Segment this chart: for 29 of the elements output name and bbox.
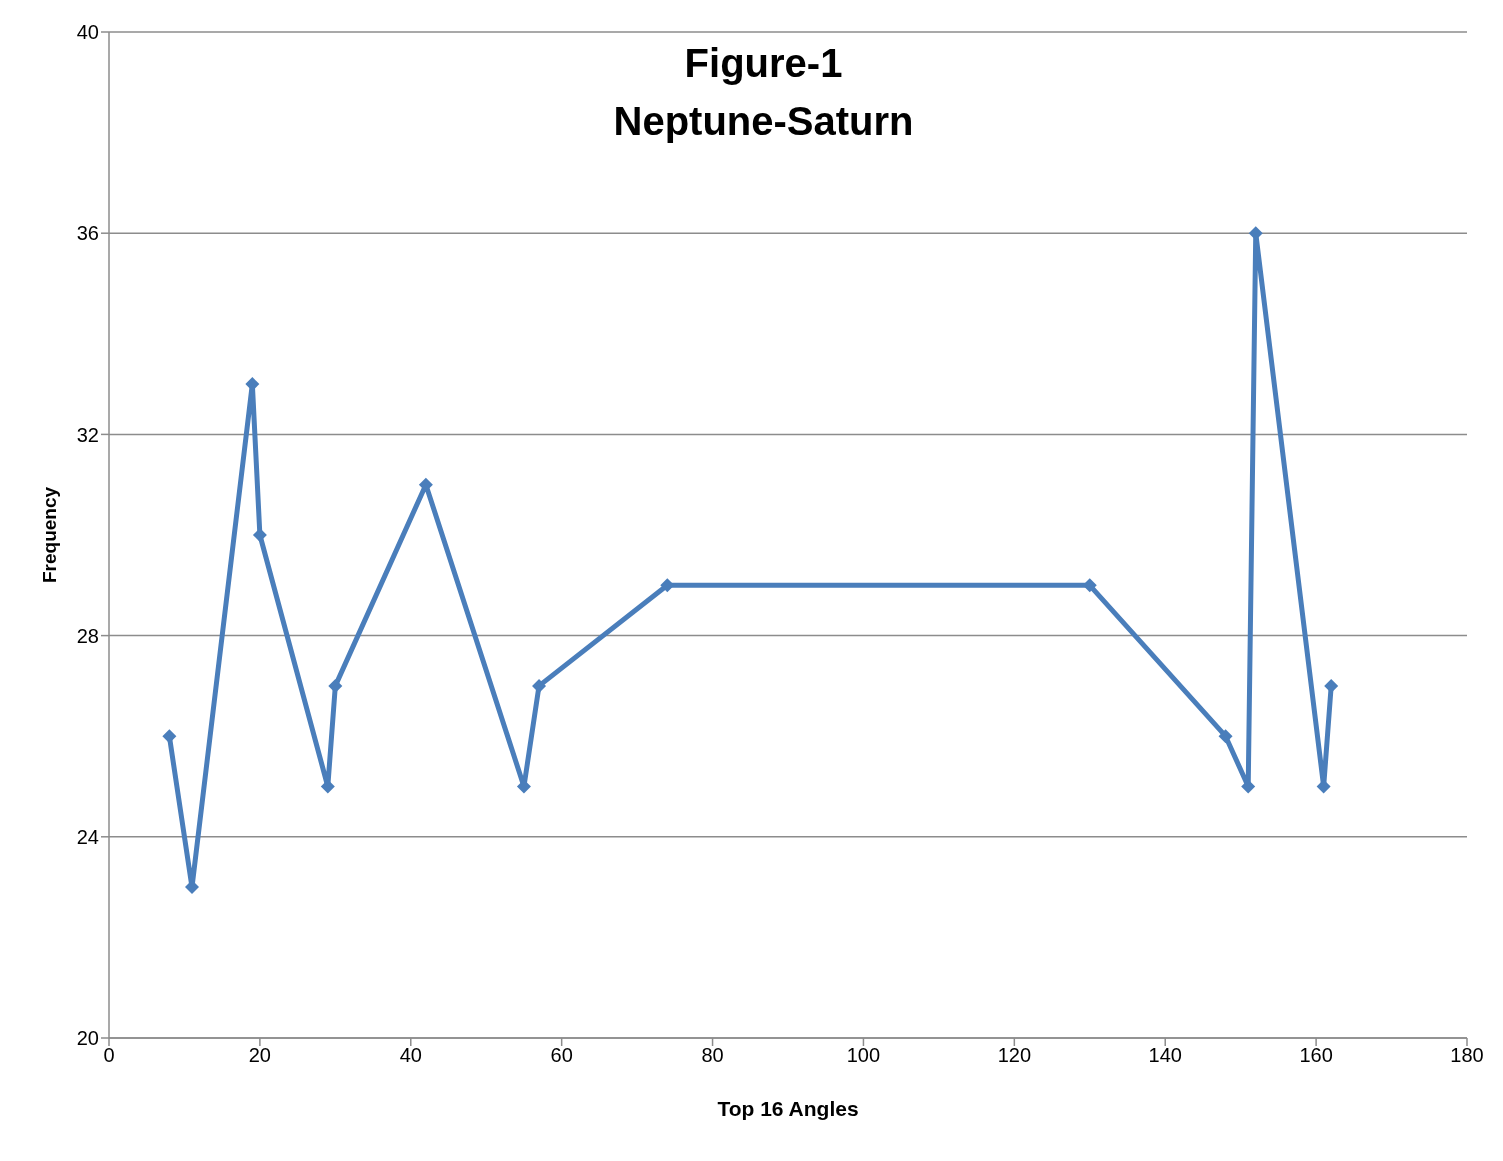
- x-tick-label: 180: [1450, 1044, 1484, 1067]
- x-tick-label: 140: [1148, 1044, 1182, 1067]
- point: [328, 678, 343, 693]
- y-tick-label: 36: [76, 222, 99, 245]
- point: [1082, 578, 1097, 593]
- point: [1218, 729, 1233, 744]
- chart-title: Figure-1: [684, 41, 843, 85]
- y-axis-title: Frequency: [38, 486, 60, 584]
- point: [660, 578, 675, 593]
- y-tick-label: 24: [76, 825, 99, 848]
- text: Neptune-Saturn: [612, 98, 915, 145]
- x-tick-label: 0: [103, 1044, 115, 1067]
- y-tick-label: 20: [76, 1027, 99, 1050]
- y-tick-label: 40: [76, 21, 99, 44]
- x-tick-label: 80: [701, 1044, 724, 1067]
- x-tick-label: 120: [997, 1044, 1032, 1067]
- point: [162, 729, 177, 744]
- x-tick-label: 160: [1299, 1044, 1333, 1067]
- x-tick-label: 20: [248, 1044, 272, 1067]
- x-tick-label: 100: [846, 1044, 881, 1067]
- point: [1241, 779, 1256, 794]
- x-tick-label: 40: [399, 1044, 422, 1067]
- y-tick-label: 28: [76, 624, 99, 647]
- point: [1324, 678, 1339, 693]
- point: [252, 528, 267, 542]
- x-tick-label: 60: [550, 1044, 573, 1067]
- y-tick-label: 32: [76, 423, 99, 446]
- point: [532, 678, 547, 693]
- x-axis-title: Top 16 Angles: [717, 1097, 859, 1120]
